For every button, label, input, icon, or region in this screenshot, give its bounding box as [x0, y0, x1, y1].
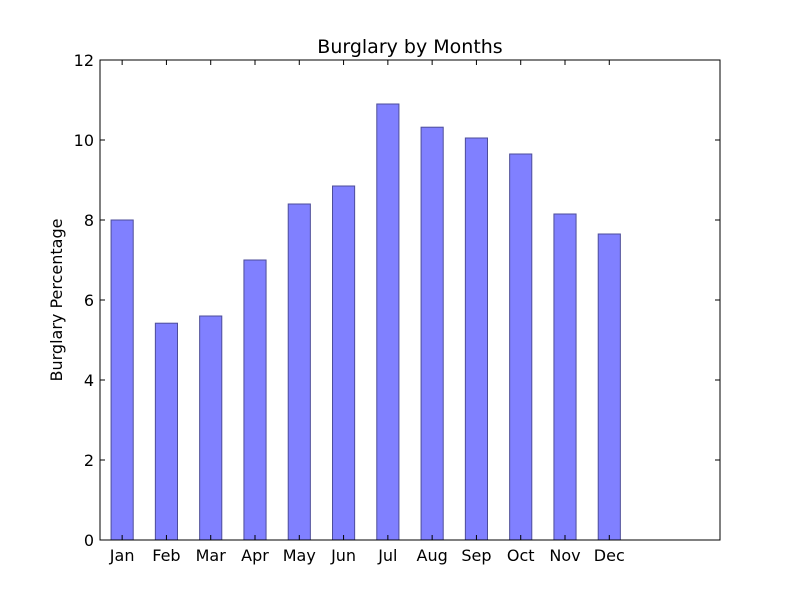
- y-tick-label: 10: [74, 131, 94, 150]
- x-tick-label: Jul: [377, 546, 397, 565]
- x-tick-label: Aug: [417, 546, 448, 565]
- x-tick-label: May: [283, 546, 316, 565]
- bar-oct: [509, 153, 533, 541]
- bar-jul: [376, 103, 400, 541]
- y-tick-label: 4: [84, 371, 94, 390]
- y-tick-label: 6: [84, 291, 94, 310]
- bar-may: [287, 203, 311, 541]
- x-tick-label: Jun: [330, 546, 356, 565]
- bar-feb: [154, 322, 179, 541]
- y-axis-label: Burglary Percentage: [47, 219, 66, 382]
- x-tick-label: Oct: [507, 546, 535, 565]
- bar-jun: [332, 185, 356, 541]
- bar-nov: [553, 213, 577, 541]
- x-ticks: Jan Feb Mar Apr May Jun Jul Aug Sep Oct Nov Dec: [109, 60, 625, 565]
- bar-dec: [597, 233, 621, 541]
- x-tick-label: Sep: [461, 546, 491, 565]
- x-tick-label: Nov: [549, 546, 580, 565]
- x-tick-label: Jan: [109, 546, 135, 565]
- x-tick-label: Apr: [241, 546, 269, 565]
- y-tick-label: 8: [84, 211, 94, 230]
- x-tick-label: Feb: [152, 546, 180, 565]
- bar-apr: [243, 259, 267, 541]
- y-tick-label: 12: [74, 51, 94, 70]
- bar-sep: [464, 137, 489, 541]
- chart-title: Burglary by Months: [317, 36, 502, 58]
- bar-mar: [199, 315, 223, 541]
- bars: [110, 103, 621, 541]
- x-tick-label: Dec: [594, 546, 625, 565]
- y-ticks: 0 2 4 6 8 10 12: [74, 51, 720, 550]
- bar-aug: [420, 126, 444, 541]
- bar-jan: [110, 219, 134, 541]
- y-tick-label: 2: [84, 451, 94, 470]
- y-tick-label: 0: [84, 531, 94, 550]
- plot-frame: [99, 59, 721, 541]
- x-tick-label: Mar: [196, 546, 227, 565]
